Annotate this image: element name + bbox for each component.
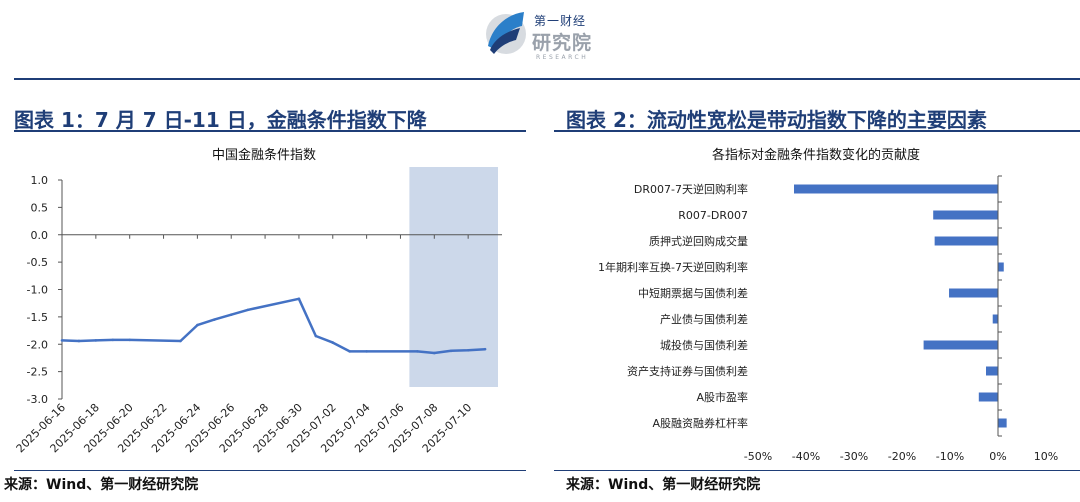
fci-data-point (483, 347, 487, 351)
fci-data-point (297, 297, 301, 301)
figure2-title-divider (554, 130, 1080, 132)
contribution-bar (923, 340, 998, 350)
x-tick-label: 10% (1034, 450, 1058, 463)
contribution-bar (998, 418, 1007, 428)
logo-top-text: 第一财经 (534, 14, 587, 28)
highlight-period-band (409, 167, 498, 387)
logo-emblem-icon (486, 12, 526, 54)
fci-data-point (111, 338, 115, 342)
category-label: 资产支持证券与国债利差 (627, 364, 748, 378)
fci-data-point (365, 350, 368, 353)
fci-data-point (229, 313, 233, 316)
header-divider (14, 78, 1080, 80)
y-tick-label: -1.0 (27, 284, 48, 297)
fci-data-point (433, 351, 436, 355)
y-tick-label: 0.5 (31, 201, 49, 214)
contribution-bar (986, 366, 998, 376)
fci-data-point (196, 323, 199, 327)
contribution-bar (998, 262, 1004, 272)
contribution-bar (933, 210, 998, 220)
figure1-bottom-divider (14, 470, 526, 471)
chart2-title: 各指标对金融条件指数变化的贡献度 (712, 147, 920, 163)
x-tick-label: -50% (744, 450, 772, 463)
figure2-bottom-divider (554, 470, 1080, 471)
y-tick-label: -2.0 (27, 338, 48, 351)
contribution-bar-chart: 各指标对金融条件指数变化的贡献度 DR007-7天逆回购利率 R007-DR007… (598, 147, 1058, 463)
fci-data-point (60, 339, 64, 342)
x-tick-label: -10% (936, 450, 964, 463)
fci-data-point (179, 339, 182, 343)
fci-data-point (466, 348, 470, 352)
fci-data-point (314, 334, 318, 338)
x-tick-label: -30% (840, 450, 868, 463)
fci-data-point (246, 308, 250, 312)
category-label: A股市盈率 (696, 390, 748, 404)
contribution-bar (992, 314, 998, 324)
fci-data-point (128, 338, 131, 342)
figure2-title: 图表 2：流动性宽松是带动指数下降的主要因素 (566, 108, 987, 132)
contribution-bar (949, 288, 998, 298)
chart1-title: 中国金融条件指数 (212, 147, 316, 163)
research-institute-logo: 第一财经 研究院 RESEARCH (482, 6, 612, 64)
category-label: 城投债与国债利差 (660, 338, 748, 352)
x-tick-label: -40% (792, 450, 820, 463)
fci-data-point (348, 350, 351, 353)
category-label: 质押式逆回购成交量 (649, 234, 748, 248)
y-tick-label: -3.0 (27, 393, 48, 406)
category-label: DR007-7天逆回购利率 (634, 182, 748, 196)
figure1-source-note: 来源：Wind、第一财经研究院 (4, 477, 199, 493)
y-tick-label: 0.0 (31, 229, 49, 242)
category-label: A股融资融券杠杆率 (652, 416, 748, 430)
logo-main-text: 研究院 (532, 32, 593, 54)
category-label: 1年期利率互换-7天逆回购利率 (598, 260, 748, 274)
figure2-source-note: 来源：Wind、第一财经研究院 (566, 477, 761, 493)
fci-series-line (61, 297, 486, 355)
fci-line-chart: 中国金融条件指数 1.0 0.5 0.0 -0.5 -1.0 -1.5 -2.0 -2.5 -3… (14, 147, 502, 455)
category-label: 中短期票据与国债利差 (638, 286, 748, 300)
category-label: R007-DR007 (678, 209, 748, 222)
y-tick-label: -2.5 (27, 366, 48, 379)
contribution-bar (794, 184, 998, 194)
report-header: 第一财经 研究院 RESEARCH (0, 0, 1080, 80)
logo-sub-text: RESEARCH (536, 54, 589, 61)
fci-data-point (416, 350, 419, 353)
category-label: 产业债与国债利差 (660, 312, 748, 326)
fci-data-point (77, 339, 81, 343)
y-tick-label: -1.5 (27, 311, 48, 324)
fci-data-point (331, 341, 335, 344)
x-tick-label: 0% (989, 450, 1006, 463)
y-tick-label: -0.5 (27, 256, 48, 269)
y-tick-label: 1.0 (31, 174, 49, 187)
fci-data-point (213, 318, 216, 321)
contribution-bar (934, 236, 998, 246)
contribution-bar (978, 392, 998, 402)
fci-data-point (449, 349, 453, 353)
figure1-title: 图表 1：7 月 7 日-11 日，金融条件指数下降 (14, 108, 427, 132)
fci-data-point (94, 339, 98, 342)
figure1-title-divider (14, 130, 526, 132)
x-tick-label: -20% (888, 450, 916, 463)
